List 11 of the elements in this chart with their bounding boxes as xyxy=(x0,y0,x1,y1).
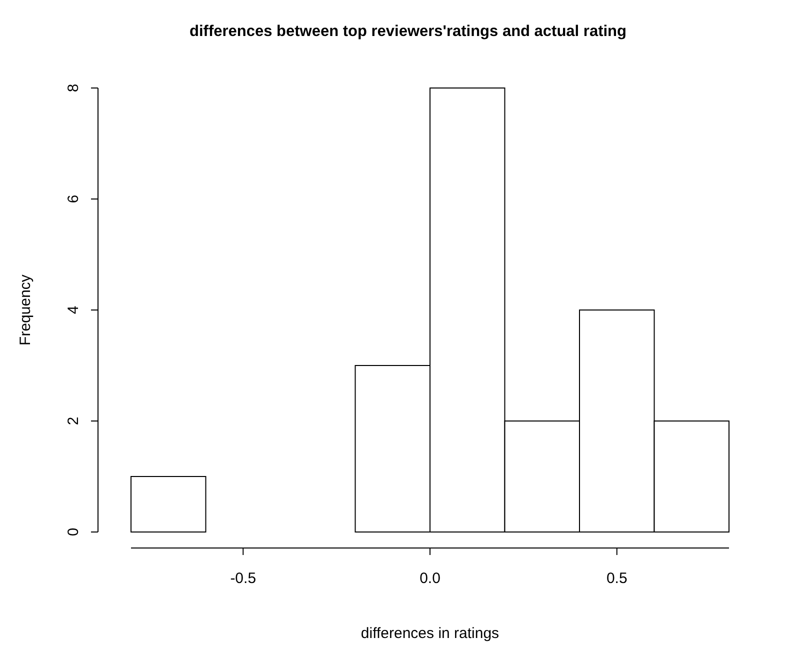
y-tick-label: 6 xyxy=(65,194,82,204)
y-tick-label: 4 xyxy=(65,306,82,314)
y-tick-label: 0 xyxy=(65,528,82,536)
x-axis-title: differences in ratings xyxy=(360,625,500,642)
y-tick-label: 8 xyxy=(65,84,82,92)
x-tick-label: 0.0 xyxy=(420,570,440,587)
x-tick-label: 0.5 xyxy=(606,570,628,587)
y-axis-title: Frequency xyxy=(17,274,34,346)
chart-title: differences between top reviewers'ratings and actual rating xyxy=(190,23,626,40)
x-tick-label: -0.5 xyxy=(230,570,256,587)
y-tick-label: 2 xyxy=(65,416,82,426)
